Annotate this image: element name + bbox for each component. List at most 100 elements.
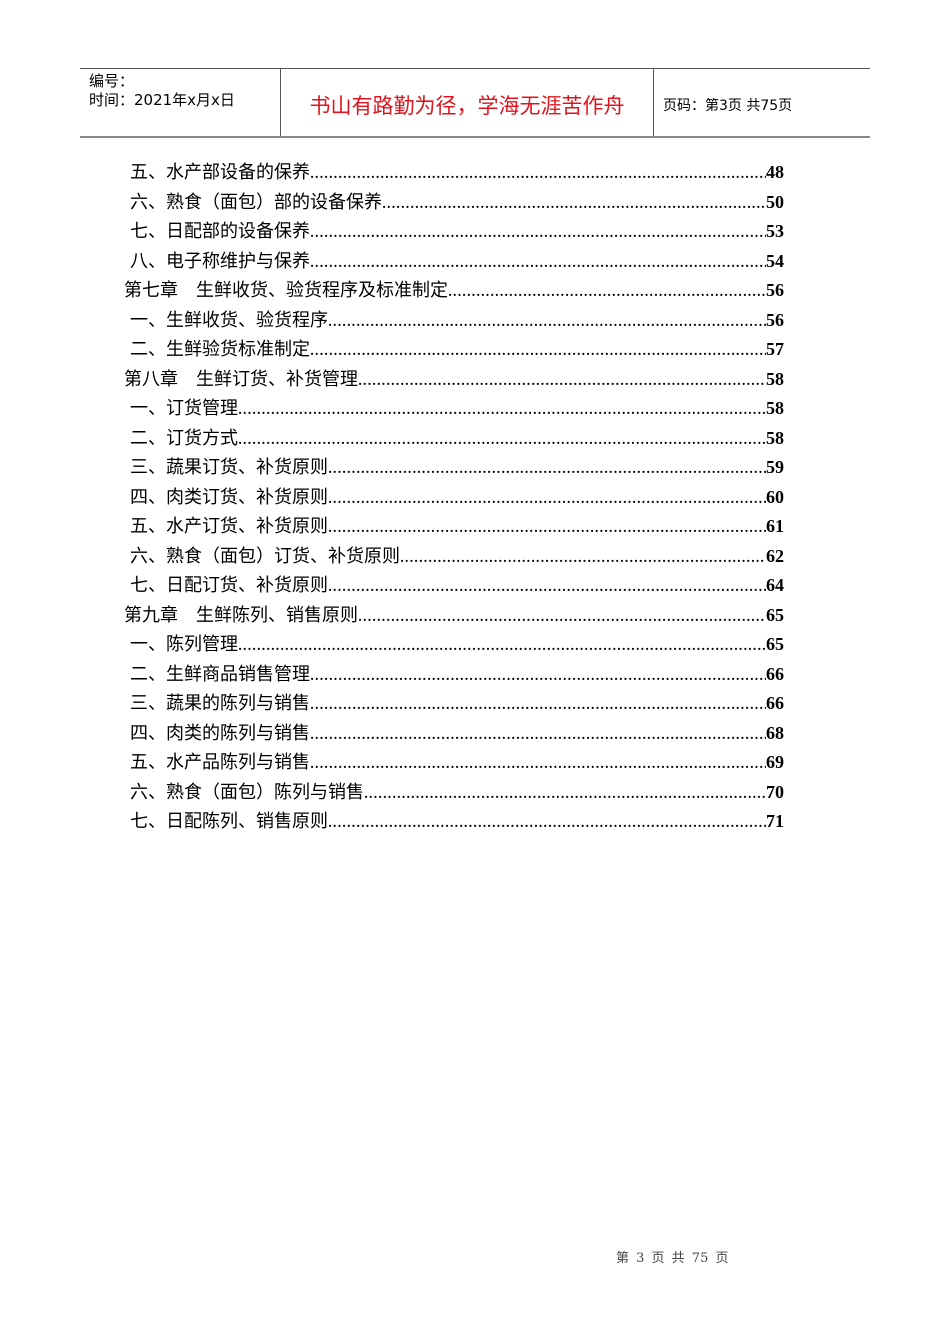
toc-page-number: 68 [766, 722, 784, 743]
toc-entry[interactable]: 七、日配部的设备保养 53 [124, 217, 784, 247]
dot-leader [310, 167, 766, 181]
toc-entry[interactable]: 五、水产品陈列与销售 69 [124, 748, 784, 778]
dot-leader [382, 197, 766, 211]
toc-title: 四、肉类的陈列与销售 [130, 722, 310, 744]
toc-entry[interactable]: 三、蔬果的陈列与销售 66 [124, 689, 784, 719]
motto: 书山有路勤为径，学海无涯苦作舟 [281, 69, 654, 136]
dot-leader [328, 492, 766, 506]
toc-page-number: 60 [766, 486, 784, 507]
toc-page-number: 59 [766, 457, 784, 477]
toc-page-number: 69 [766, 752, 784, 772]
toc-title: 六、熟食（面包）订货、补货原则 [130, 545, 400, 567]
toc-page-number: 53 [766, 221, 784, 241]
toc-title: 五、水产品陈列与销售 [130, 752, 310, 773]
toc-entry[interactable]: 第八章 生鲜订货、补货管理 58 [124, 365, 784, 395]
time-label: 时间：2021年x月x日 [89, 91, 235, 109]
toc-page-number: 56 [766, 280, 784, 300]
header-meta: 编号： 时间：2021年x月x日 [80, 69, 281, 136]
toc-page-number: 71 [766, 811, 784, 831]
toc-entry[interactable]: 二、生鲜验货标准制定 57 [124, 335, 784, 365]
toc-page-number: 58 [766, 427, 784, 448]
toc-page-number: 58 [766, 398, 784, 418]
toc-title: 第八章 生鲜订货、补货管理 [124, 368, 358, 390]
toc-title: 七、日配部的设备保养 [130, 221, 310, 242]
dot-leader [358, 374, 766, 388]
toc-page-number: 64 [766, 575, 784, 595]
toc-page-number: 50 [766, 191, 784, 212]
header-page-info: 页码：第3页 共75页 [663, 97, 793, 114]
dot-leader [364, 787, 766, 801]
toc-page-number: 62 [766, 545, 784, 566]
toc-page-number: 61 [766, 516, 784, 536]
toc-entry[interactable]: 六、熟食（面包）陈列与销售 70 [124, 778, 784, 808]
toc-page-number: 66 [766, 663, 784, 684]
dot-leader [310, 344, 766, 358]
dot-leader [328, 580, 766, 594]
toc-entry[interactable]: 一、陈列管理 65 [124, 630, 784, 660]
dot-leader [328, 315, 766, 329]
footer-page-info: 第 3 页 共 75 页 [616, 1251, 729, 1266]
dot-leader [358, 610, 766, 624]
toc-title: 第九章 生鲜陈列、销售原则 [124, 604, 358, 626]
page-header: 编号： 时间：2021年x月x日 书山有路勤为径，学海无涯苦作舟 页码：第3页 … [80, 68, 870, 138]
toc-title: 六、熟食（面包）部的设备保养 [130, 191, 382, 213]
dot-leader [400, 551, 766, 565]
toc-entry[interactable]: 一、生鲜收货、验货程序 56 [124, 306, 784, 336]
dot-leader [310, 698, 766, 712]
toc-entry[interactable]: 五、水产订货、补货原则 61 [124, 512, 784, 542]
toc-page-number: 70 [766, 781, 784, 802]
number-label: 编号： [89, 72, 135, 90]
toc-title: 三、蔬果的陈列与销售 [130, 693, 310, 714]
toc-title: 八、电子称维护与保养 [130, 250, 310, 272]
toc-entry[interactable]: 七、日配陈列、销售原则 71 [124, 807, 784, 837]
toc-page-number: 58 [766, 368, 784, 389]
toc-entry[interactable]: 三、蔬果订货、补货原则 59 [124, 453, 784, 483]
toc-page-number: 56 [766, 309, 784, 330]
dot-leader [310, 669, 766, 683]
toc-entry[interactable]: 六、熟食（面包）订货、补货原则 62 [124, 542, 784, 572]
toc-page-number: 54 [766, 250, 784, 271]
toc-entry[interactable]: 第九章 生鲜陈列、销售原则 65 [124, 601, 784, 631]
toc-entry[interactable]: 四、肉类订货、补货原则 60 [124, 483, 784, 513]
toc-entry[interactable]: 一、订货管理 58 [124, 394, 784, 424]
toc-entry[interactable]: 第七章 生鲜收货、验货程序及标准制定 56 [124, 276, 784, 306]
dot-leader [310, 728, 766, 742]
toc-title: 二、订货方式 [130, 427, 238, 449]
dot-leader [238, 403, 766, 417]
toc-title: 三、蔬果订货、补货原则 [130, 457, 328, 478]
dot-leader [310, 757, 766, 771]
dot-leader [238, 433, 766, 447]
toc-entry[interactable]: 五、水产部设备的保养 48 [124, 158, 784, 188]
toc-title: 四、肉类订货、补货原则 [130, 486, 328, 508]
toc-title: 七、日配陈列、销售原则 [130, 811, 328, 832]
toc-page-number: 66 [766, 693, 784, 713]
toc-page-number: 48 [766, 162, 784, 182]
toc-entry[interactable]: 二、生鲜商品销售管理 66 [124, 660, 784, 690]
toc-title: 五、水产部设备的保养 [130, 162, 310, 183]
dot-leader [328, 521, 766, 535]
toc-title: 一、生鲜收货、验货程序 [130, 309, 328, 331]
toc-title: 一、陈列管理 [130, 634, 238, 655]
dot-leader [448, 285, 766, 299]
toc-title: 一、订货管理 [130, 398, 238, 419]
dot-leader [310, 226, 766, 240]
toc-title: 七、日配订货、补货原则 [130, 575, 328, 596]
toc-entry[interactable]: 七、日配订货、补货原则 64 [124, 571, 784, 601]
toc-title: 二、生鲜商品销售管理 [130, 663, 310, 685]
toc-entry[interactable]: 二、订货方式 58 [124, 424, 784, 454]
dot-leader [310, 256, 766, 270]
dot-leader [238, 639, 766, 653]
table-of-contents: 五、水产部设备的保养 48 六、熟食（面包）部的设备保养 50 七、日配部的设备保养 53… [124, 158, 784, 837]
toc-page-number: 65 [766, 604, 784, 625]
toc-title: 二、生鲜验货标准制定 [130, 339, 310, 360]
toc-title: 第七章 生鲜收货、验货程序及标准制定 [124, 280, 448, 301]
toc-title: 五、水产订货、补货原则 [130, 516, 328, 537]
toc-page-number: 65 [766, 634, 784, 654]
toc-title: 六、熟食（面包）陈列与销售 [130, 781, 364, 803]
toc-entry[interactable]: 六、熟食（面包）部的设备保养 50 [124, 188, 784, 218]
dot-leader [328, 462, 766, 476]
toc-entry[interactable]: 四、肉类的陈列与销售 68 [124, 719, 784, 749]
dot-leader [328, 816, 766, 830]
toc-entry[interactable]: 八、电子称维护与保养 54 [124, 247, 784, 277]
toc-page-number: 57 [766, 339, 784, 359]
